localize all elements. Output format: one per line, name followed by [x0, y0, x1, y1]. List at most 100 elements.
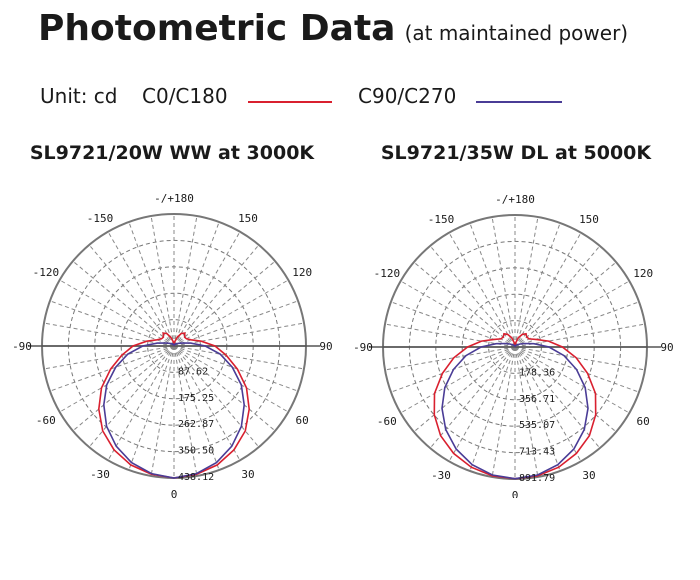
- polar-chart-right: -/+180 150 120 90 60 30 0 -30 -60 -90 -120 -150 178.…: [353, 193, 674, 498]
- legend: Unit: cd C0/C180 C90/C270: [40, 84, 680, 112]
- series-c90-c270: [441, 342, 589, 480]
- page-subtitle: (at maintained power): [404, 21, 629, 45]
- angle-label: -90: [353, 341, 373, 354]
- angle-label: -60: [377, 415, 397, 428]
- polar-chart-left: -/+180 150 120 90 60 30 0 -30 -60 -90 -120 -150 87.6…: [12, 192, 333, 498]
- angle-label: -150: [428, 213, 455, 226]
- grid-spoke: [514, 216, 539, 348]
- grid-spoke: [173, 345, 241, 461]
- angle-label: -120: [33, 266, 60, 279]
- grid-spoke: [514, 245, 601, 348]
- angle-label: 150: [238, 212, 258, 225]
- grid-spoke: [448, 232, 516, 348]
- grid-spoke: [88, 345, 175, 448]
- grid-spoke: [72, 345, 175, 432]
- header: Photometric Data (at maintained power): [38, 8, 628, 49]
- grid-spoke: [514, 346, 630, 414]
- radial-tick-label: 438.12: [178, 472, 214, 483]
- angle-label: -90: [12, 340, 32, 353]
- grid-spoke: [413, 346, 516, 433]
- grid-spoke: [384, 346, 516, 371]
- chart-title-left: SL9721/20W WW at 3000K: [29, 142, 315, 164]
- grid-spoke: [150, 215, 175, 347]
- grid-spoke: [514, 280, 630, 348]
- grid-spoke: [173, 215, 198, 347]
- grid-spoke: [128, 221, 175, 347]
- angle-label: 120: [633, 267, 653, 280]
- angle-label: 30: [582, 469, 595, 482]
- grid-spoke: [514, 232, 582, 348]
- grid-spoke: [514, 222, 561, 348]
- radial-tick-label: 175.25: [178, 393, 214, 404]
- grid-spoke: [469, 346, 516, 472]
- grid-spoke: [173, 345, 276, 432]
- grid-spoke: [413, 261, 516, 348]
- radial-tick-label: 535.07: [519, 420, 555, 431]
- legend-series2-swatch: [476, 101, 562, 103]
- angle-label: -30: [90, 468, 110, 481]
- grid-spoke: [107, 345, 175, 461]
- grid-spoke: [173, 345, 305, 370]
- grid-spoke: [173, 322, 305, 347]
- grid-spoke: [514, 346, 601, 449]
- grid-spoke: [49, 300, 175, 347]
- grid-spoke: [173, 345, 260, 448]
- grid-spoke: [88, 244, 175, 347]
- grid-spoke: [514, 346, 646, 371]
- grid-spoke: [59, 279, 175, 347]
- chart-title-right: SL9721/35W DL at 5000K: [380, 142, 652, 164]
- legend-series1-swatch: [248, 101, 332, 103]
- angle-label: -/+180: [495, 193, 535, 206]
- angle-label: 90: [319, 340, 332, 353]
- grid-spoke: [514, 346, 582, 462]
- grid-spoke: [173, 345, 220, 471]
- grid-spoke: [107, 231, 175, 347]
- angle-label: -/+180: [154, 192, 194, 205]
- angle-label: -60: [36, 414, 56, 427]
- grid-spoke: [514, 346, 539, 478]
- angle-label: 60: [296, 414, 309, 427]
- grid-spoke: [400, 280, 516, 348]
- grid-spoke: [514, 346, 617, 433]
- grid-spoke: [43, 322, 175, 347]
- page-title: Photometric Data: [38, 8, 396, 49]
- grid-spoke: [514, 261, 617, 348]
- grid-spoke: [429, 245, 516, 348]
- grid-spoke: [173, 279, 289, 347]
- grid-spoke: [59, 345, 175, 413]
- grid-spoke: [173, 231, 241, 347]
- radial-tick-label: 356.71: [519, 394, 555, 405]
- grid-spoke: [400, 346, 516, 414]
- angle-label: 150: [579, 213, 599, 226]
- angle-label: -150: [87, 212, 114, 225]
- grid-spoke: [173, 345, 198, 477]
- grid-spoke: [173, 345, 289, 413]
- angle-label: -120: [374, 267, 401, 280]
- grid-spoke: [429, 346, 516, 449]
- radial-tick-label: 87.62: [178, 366, 208, 377]
- angle-label: 120: [292, 266, 312, 279]
- radial-tick-label: 178.36: [519, 367, 555, 378]
- grid-spoke: [173, 221, 220, 347]
- grid-spoke: [514, 323, 646, 348]
- angle-label: -30: [431, 469, 451, 482]
- radial-tick-label: 262.87: [178, 419, 214, 430]
- legend-series2-label: C90/C270: [358, 84, 457, 108]
- grid-spoke: [72, 260, 175, 347]
- grid-spoke: [469, 222, 516, 348]
- grid-spoke: [150, 345, 175, 477]
- angle-label: 0: [512, 489, 519, 498]
- radial-tick-label: 350.50: [178, 446, 214, 457]
- grid-spoke: [491, 346, 516, 478]
- radial-tick-label: 891.79: [519, 473, 555, 484]
- grid-spoke: [43, 345, 175, 370]
- grid-spoke: [491, 216, 516, 348]
- grid-spoke: [173, 300, 299, 347]
- grid-spoke: [448, 346, 516, 462]
- angle-label: 60: [637, 415, 650, 428]
- radial-tick-label: 713.43: [519, 447, 555, 458]
- angle-label: 0: [171, 488, 178, 498]
- angle-label: 30: [241, 468, 254, 481]
- series-c90-c270: [102, 342, 246, 479]
- grid-spoke: [514, 346, 561, 472]
